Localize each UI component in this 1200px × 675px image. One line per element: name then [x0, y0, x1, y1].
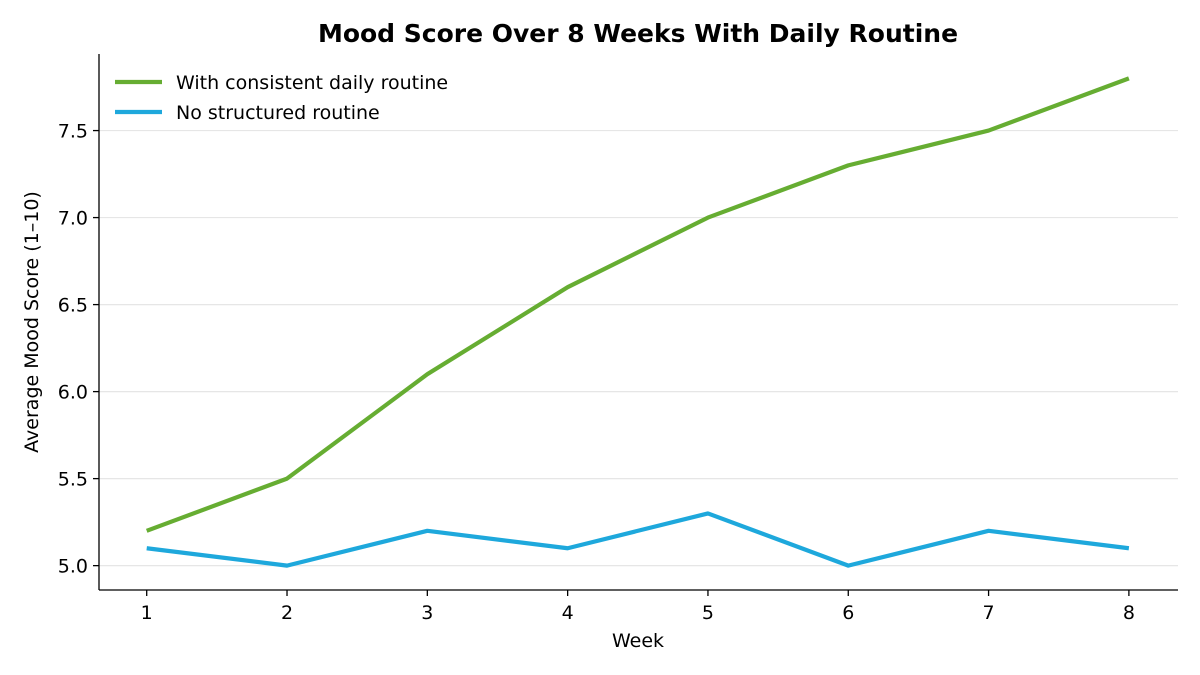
x-tick-label: 6	[842, 602, 854, 624]
x-ticks: 1 2 3 4 5 6 7 8	[141, 590, 1135, 624]
y-tick-label: 6.0	[58, 382, 88, 404]
gridlines	[99, 129, 1178, 567]
series-lines	[145, 76, 1130, 568]
chart-title: Mood Score Over 8 Weeks With Daily Routi…	[318, 19, 958, 48]
x-axis-label: Week	[612, 630, 664, 652]
x-tick-label: 1	[141, 602, 153, 624]
legend-label-2: No structured routine	[176, 102, 380, 124]
series-line-2	[146, 511, 1130, 568]
x-tick-label: 2	[281, 602, 293, 624]
x-tick-label: 3	[421, 602, 433, 624]
y-axis-label: Average Mood Score (1–10)	[21, 191, 43, 453]
y-tick-label: 6.5	[58, 295, 88, 317]
legend-label-1: With consistent daily routine	[176, 72, 448, 94]
x-tick-label: 8	[1123, 602, 1135, 624]
series-line-1	[145, 76, 1130, 533]
y-tick-label: 5.5	[58, 469, 88, 491]
x-tick-label: 7	[983, 602, 995, 624]
y-tick-label: 5.0	[58, 556, 88, 578]
x-tick-label: 4	[562, 602, 574, 624]
axes	[98, 54, 1178, 591]
y-tick-label: 7.0	[58, 208, 88, 230]
x-tick-label: 5	[702, 602, 714, 624]
y-ticks: 5.0 5.5 6.0 6.5 7.0 7.5	[58, 121, 99, 578]
legend: With consistent daily routine No structur…	[115, 72, 448, 124]
y-tick-label: 7.5	[58, 121, 88, 143]
